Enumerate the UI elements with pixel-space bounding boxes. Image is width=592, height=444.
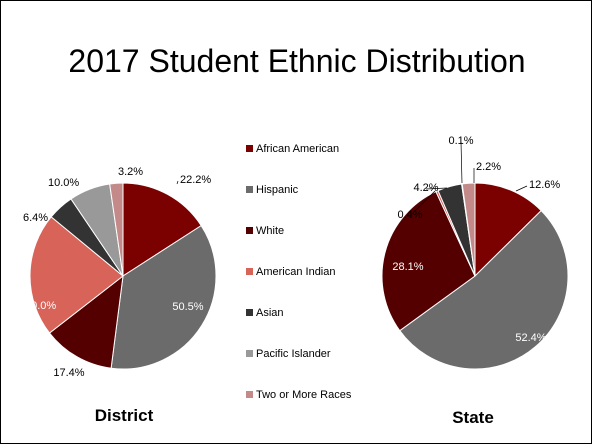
data-label-state-african-american: 12.6% — [529, 179, 560, 191]
legend-label-american-indian: American Indian — [256, 266, 336, 278]
slice-state-hispanic — [399, 209, 569, 370]
slice-district-african-american — [122, 182, 202, 277]
legend-label-hispanic: Hispanic — [256, 184, 299, 196]
leader-line-state-asian — [425, 187, 448, 190]
data-label-district-pacific-islander: 10.0% — [48, 177, 79, 189]
leader-line-state-african-american — [515, 185, 528, 192]
data-label-district-hispanic: 50.5% — [172, 301, 203, 313]
data-label-state-white: 28.1% — [392, 261, 423, 273]
data-label-district-asian: 6.4% — [23, 212, 48, 224]
data-label-state-hispanic: 52.4% — [515, 332, 546, 344]
slice-state-two-or-more-races — [461, 182, 476, 277]
leader-line-district-african-american — [176, 180, 179, 185]
slice-district-hispanic — [110, 224, 217, 370]
legend-label-white: White — [256, 225, 284, 237]
slice-district-two-or-more-races — [109, 182, 124, 277]
data-label-state-two-or-more-races: 2.2% — [476, 161, 501, 173]
data-label-district-white: 17.4% — [53, 367, 84, 379]
leader-line-state-american-indian — [409, 190, 436, 217]
legend: African American Hispanic White American In… — [246, 143, 352, 401]
pie-state: 12.6% 52.4% 28.1% 0.4% 4.2% 0.1% 2.2% — [381, 135, 569, 370]
data-label-district-american-indian: 30.0% — [25, 300, 56, 312]
leader-line-state-pacific-islander — [460, 141, 463, 184]
chart-title-district: District — [95, 406, 154, 425]
data-label-state-pacific-islander: 0.1% — [448, 135, 473, 147]
chart-title-state: State — [452, 408, 494, 427]
legend-swatch-african-american — [246, 145, 253, 152]
data-label-state-american-indian: 0.4% — [397, 209, 422, 221]
data-label-district-two-or-more-races: 3.2% — [118, 166, 143, 178]
legend-label-asian: Asian — [256, 307, 284, 319]
legend-swatch-american-indian — [246, 268, 253, 275]
slice-district-american-indian — [29, 216, 124, 334]
legend-swatch-white — [246, 227, 253, 234]
data-label-state-asian: 4.2% — [413, 182, 438, 194]
slide-title: 2017 Student Ethnic Distribution — [68, 43, 526, 79]
legend-swatch-hispanic — [246, 186, 253, 193]
legend-label-pacific-islander: Pacific Islander — [256, 348, 331, 360]
slice-district-white — [48, 274, 124, 369]
legend-swatch-pacific-islander — [246, 350, 253, 357]
data-label-district-african-american: 22.2% — [180, 174, 211, 186]
legend-label-two-or-more-races: Two or More Races — [256, 389, 352, 401]
legend-label-african-american: African American — [256, 143, 339, 155]
legend-swatch-asian — [246, 309, 253, 316]
slice-state-african-american — [474, 182, 542, 278]
pie-district: 22.2% 50.5% 17.4% 30.0% 6.4% 10.0% 3.2% — [23, 166, 217, 379]
legend-swatch-two-or-more-races — [246, 391, 253, 398]
